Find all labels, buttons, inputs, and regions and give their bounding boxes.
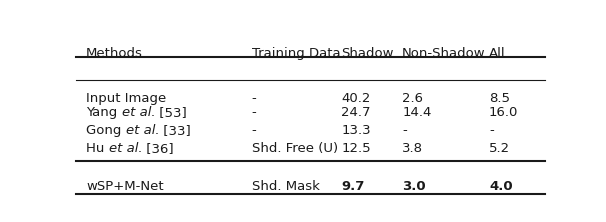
Text: -: - (252, 124, 256, 137)
Text: et al.: et al. (125, 124, 159, 137)
Text: 3.8: 3.8 (402, 142, 423, 155)
Text: Shd. Free (U): Shd. Free (U) (252, 142, 338, 155)
Text: 4.0: 4.0 (489, 180, 513, 194)
Text: et al.: et al. (122, 106, 155, 119)
Text: Shadow: Shadow (341, 47, 394, 60)
Text: Non-Shadow: Non-Shadow (402, 47, 486, 60)
Text: 2.6: 2.6 (402, 92, 423, 105)
Text: et al.: et al. (108, 142, 142, 155)
Text: Yang: Yang (86, 106, 122, 119)
Text: 13.3: 13.3 (341, 124, 371, 137)
Text: [33]: [33] (159, 124, 191, 137)
Text: 16.0: 16.0 (489, 106, 518, 119)
Text: -: - (252, 92, 256, 105)
Text: -: - (489, 124, 494, 137)
Text: Hu: Hu (86, 142, 108, 155)
Text: Shd. Mask: Shd. Mask (252, 180, 320, 194)
Text: 14.4: 14.4 (402, 106, 431, 119)
Text: -: - (402, 124, 407, 137)
Text: Gong: Gong (86, 124, 125, 137)
Text: [53]: [53] (155, 106, 187, 119)
Text: -: - (252, 106, 256, 119)
Text: Methods: Methods (86, 47, 143, 60)
Text: wSP+M-Net: wSP+M-Net (86, 180, 164, 194)
Text: 9.7: 9.7 (341, 180, 364, 194)
Text: 5.2: 5.2 (489, 142, 510, 155)
Text: [36]: [36] (142, 142, 174, 155)
Text: 40.2: 40.2 (341, 92, 370, 105)
Text: 12.5: 12.5 (341, 142, 371, 155)
Text: 8.5: 8.5 (489, 92, 510, 105)
Text: All: All (489, 47, 505, 60)
Text: Input Image: Input Image (86, 92, 166, 105)
Text: 3.0: 3.0 (402, 180, 426, 194)
Text: 24.7: 24.7 (341, 106, 371, 119)
Text: Training Data: Training Data (252, 47, 341, 60)
